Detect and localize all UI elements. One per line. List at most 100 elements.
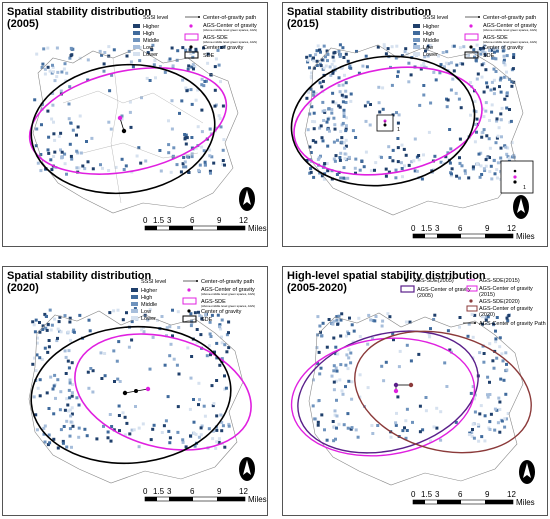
- green-space-cell: [187, 171, 191, 174]
- green-space-cell: [204, 163, 207, 167]
- green-space-cell: [332, 336, 336, 340]
- green-space-cell: [448, 161, 452, 165]
- green-space-cell: [134, 405, 137, 408]
- green-space-cell: [376, 45, 380, 49]
- green-space-cell: [342, 166, 346, 170]
- green-space-cell: [404, 320, 408, 324]
- title-line-2: (2015): [287, 18, 319, 30]
- green-space-cell: [480, 75, 484, 79]
- green-space-cell: [485, 134, 489, 138]
- green-space-cell: [168, 436, 172, 440]
- green-space-cell: [199, 433, 203, 437]
- green-space-cell: [351, 129, 355, 133]
- green-space-cell: [102, 424, 105, 428]
- legend-sde: SDE: [203, 53, 215, 59]
- legend-ags-sde-note: (Above-middle level green spaces, AGS): [483, 40, 537, 44]
- green-space-cell: [150, 48, 154, 52]
- district-boundary: [304, 44, 524, 216]
- green-space-cell: [100, 377, 104, 380]
- green-space-cell: [164, 419, 168, 423]
- green-space-cell: [51, 92, 55, 95]
- green-space-cell: [221, 148, 225, 152]
- green-space-cell: [90, 136, 94, 140]
- green-space-cell: [469, 81, 472, 84]
- green-space-cell: [382, 379, 386, 383]
- green-space-cell: [69, 46, 73, 50]
- green-space-cell: [476, 49, 480, 53]
- green-space-cell: [398, 349, 402, 353]
- green-space-cell: [499, 112, 503, 116]
- green-space-cell: [205, 354, 209, 358]
- center-of-gravity: [122, 390, 128, 396]
- green-space-cell: [484, 68, 488, 72]
- green-space-cell: [439, 63, 443, 67]
- title-line-2: (2005-2020): [287, 282, 347, 294]
- map-panel-2015: Spatial stability distribution (2015) 1 …: [282, 2, 548, 247]
- green-space-cell: [467, 433, 471, 437]
- green-space-cell: [207, 427, 211, 431]
- green-space-cell: [66, 359, 70, 363]
- green-space-cell: [332, 59, 336, 63]
- green-space-cell: [382, 45, 386, 49]
- green-space-cell: [331, 55, 335, 59]
- green-space-cell: [107, 45, 111, 49]
- sde-ellipse: [30, 63, 216, 195]
- green-space-cell: [330, 108, 334, 112]
- green-space-cell: [215, 414, 219, 418]
- ags-sde-2005-ellipse: [297, 330, 479, 454]
- green-space-cell: [510, 80, 514, 84]
- green-space-cell: [120, 157, 124, 161]
- green-space-cell: [315, 59, 319, 63]
- green-space-cell: [213, 65, 217, 69]
- map-canvas: 1 1 SSSI level Higher High Middle Low Lo…: [290, 15, 537, 241]
- green-space-cell: [197, 435, 201, 439]
- green-space-cell: [312, 90, 316, 94]
- green-space-cell: [60, 70, 64, 74]
- green-space-cell: [205, 79, 208, 83]
- green-space-cell: [495, 119, 499, 123]
- green-space-cell: [389, 435, 393, 439]
- green-space-cell: [330, 62, 334, 66]
- green-space-cell: [138, 59, 142, 63]
- green-space-cell: [381, 107, 385, 111]
- green-space-cell: [222, 45, 226, 49]
- green-space-cell: [194, 146, 198, 150]
- green-space-cell: [504, 351, 508, 355]
- legend-ags-sde-note: (Above-middle level green spaces, AGS): [201, 304, 255, 308]
- green-space-cell: [458, 325, 461, 329]
- green-space-cell: [190, 155, 194, 159]
- green-space-cell: [208, 332, 212, 336]
- center-of-gravity-path: [119, 117, 125, 132]
- green-space-cell: [396, 74, 399, 78]
- green-space-cell: [46, 322, 50, 326]
- green-space-cell: [332, 388, 336, 392]
- green-space-cell: [86, 370, 90, 374]
- green-space-cell: [476, 423, 480, 427]
- green-space-cell: [501, 45, 505, 49]
- green-space-cell: [38, 321, 41, 324]
- green-space-cell: [354, 171, 357, 175]
- north-arrow-icon: [519, 460, 535, 484]
- green-space-cell: [335, 414, 339, 418]
- green-space-cell: [417, 158, 421, 162]
- green-space-cell: [342, 176, 346, 180]
- green-space-cell: [193, 65, 197, 68]
- green-space-cell: [346, 412, 350, 416]
- green-space-cell: [310, 105, 314, 109]
- green-space-cell: [332, 439, 336, 443]
- green-space-cell: [344, 95, 348, 99]
- green-space-cell: [49, 328, 53, 332]
- green-space-cell: [225, 333, 229, 337]
- green-space-cell: [335, 173, 339, 176]
- green-space-cell: [217, 63, 221, 67]
- green-space-cell: [148, 79, 152, 82]
- green-space-cell: [112, 349, 116, 353]
- green-space-cell: [328, 65, 332, 69]
- legend-sde: SDE: [201, 317, 213, 323]
- green-space-cell: [346, 330, 350, 334]
- green-space-cell: [219, 80, 222, 84]
- green-space-cell: [196, 125, 200, 129]
- green-space-cell: [335, 369, 339, 373]
- green-space-cell: [221, 159, 225, 162]
- green-space-cell: [312, 56, 315, 60]
